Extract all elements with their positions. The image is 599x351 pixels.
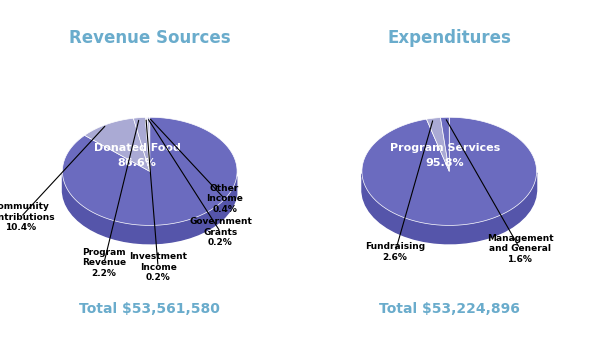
Text: 86.6%: 86.6% — [118, 158, 157, 168]
Text: Other
Income
0.4%: Other Income 0.4% — [206, 184, 243, 214]
Polygon shape — [362, 173, 537, 244]
Polygon shape — [146, 117, 150, 171]
Text: Fundraising
2.6%: Fundraising 2.6% — [365, 242, 425, 262]
Polygon shape — [62, 117, 237, 225]
Text: Total $53,561,580: Total $53,561,580 — [79, 302, 220, 316]
Text: Expenditures: Expenditures — [388, 29, 511, 47]
Text: Program
Revenue
2.2%: Program Revenue 2.2% — [82, 248, 126, 278]
Text: Program Services: Program Services — [390, 143, 500, 153]
Text: Community
Contributions
10.4%: Community Contributions 10.4% — [0, 202, 56, 232]
Polygon shape — [147, 117, 150, 171]
Text: 95.8%: 95.8% — [426, 158, 464, 168]
Polygon shape — [362, 117, 537, 225]
Text: Government
Grants
0.2%: Government Grants 0.2% — [189, 217, 252, 247]
Polygon shape — [84, 118, 150, 171]
Text: Total $53,224,896: Total $53,224,896 — [379, 302, 520, 316]
Polygon shape — [147, 117, 150, 171]
Text: Revenue Sources: Revenue Sources — [69, 29, 231, 47]
Text: Investment
Income
0.2%: Investment Income 0.2% — [129, 252, 187, 282]
Text: Donated Food: Donated Food — [94, 143, 181, 153]
Text: Management
and General
1.6%: Management and General 1.6% — [486, 234, 553, 264]
Polygon shape — [426, 118, 449, 171]
Polygon shape — [134, 117, 150, 171]
Polygon shape — [62, 174, 237, 244]
Polygon shape — [440, 117, 449, 171]
